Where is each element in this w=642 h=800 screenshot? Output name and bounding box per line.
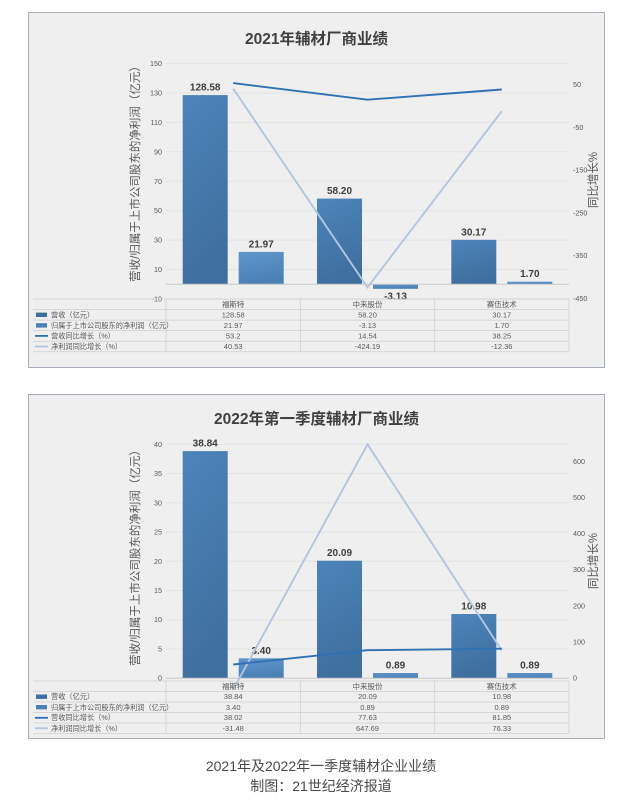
svg-text:300: 300: [573, 565, 585, 574]
svg-text:58.20: 58.20: [327, 186, 352, 197]
svg-text:21.97: 21.97: [249, 239, 274, 250]
svg-text:中来股份: 中来股份: [353, 299, 383, 309]
svg-text:500: 500: [573, 493, 585, 502]
svg-text:77.63: 77.63: [358, 713, 377, 722]
svg-text:5: 5: [158, 645, 162, 654]
svg-text:同比增长%: 同比增长%: [586, 533, 600, 589]
svg-text:110: 110: [151, 118, 162, 127]
svg-text:130: 130: [150, 89, 162, 98]
svg-text:35: 35: [154, 469, 162, 478]
svg-text:福斯特: 福斯特: [222, 681, 245, 691]
svg-text:营收/归属于上市公司股东的净利润（亿元）: 营收/归属于上市公司股东的净利润（亿元）: [128, 444, 142, 666]
svg-text:38.84: 38.84: [193, 439, 218, 450]
svg-text:20: 20: [154, 557, 162, 566]
svg-text:-150: -150: [573, 166, 587, 175]
svg-text:30: 30: [154, 498, 162, 507]
svg-text:25: 25: [154, 528, 162, 537]
svg-text:38.25: 38.25: [492, 331, 511, 340]
svg-text:58.20: 58.20: [358, 310, 377, 319]
svg-text:3.40: 3.40: [251, 646, 271, 657]
svg-text:2022年第一季度辅材厂商业绩: 2022年第一季度辅材厂商业绩: [214, 409, 419, 428]
svg-text:21.97: 21.97: [224, 321, 243, 330]
svg-text:0.89: 0.89: [494, 703, 509, 712]
svg-text:2021年辅材厂商业绩: 2021年辅材厂商业绩: [245, 29, 388, 48]
svg-text:归属于上市公司股东的净利润（亿元）: 归属于上市公司股东的净利润（亿元）: [51, 703, 173, 712]
svg-text:647.69: 647.69: [356, 724, 379, 733]
svg-text:营收同比增长（%）: 营收同比增长（%）: [51, 331, 115, 340]
svg-text:400: 400: [573, 529, 585, 538]
svg-text:-450: -450: [573, 294, 587, 303]
svg-text:-3.13: -3.13: [384, 291, 407, 302]
svg-text:0: 0: [158, 674, 162, 683]
svg-text:净利润同比增长（%）: 净利润同比增长（%）: [51, 724, 122, 733]
svg-text:-3.13: -3.13: [359, 321, 376, 330]
svg-text:-31.48: -31.48: [223, 724, 244, 733]
svg-text:营收同比增长（%）: 营收同比增长（%）: [51, 713, 115, 722]
svg-text:30.17: 30.17: [492, 310, 511, 319]
svg-text:50: 50: [573, 80, 581, 89]
svg-text:-250: -250: [573, 208, 587, 217]
svg-text:20.09: 20.09: [358, 692, 377, 701]
svg-text:归属于上市公司股东的净利润（亿元）: 归属于上市公司股东的净利润（亿元）: [51, 321, 173, 330]
svg-text:38.02: 38.02: [224, 713, 243, 722]
svg-text:-424.19: -424.19: [355, 342, 380, 351]
svg-text:38.84: 38.84: [224, 692, 243, 701]
svg-text:50: 50: [154, 206, 162, 215]
svg-text:同比增长%: 同比增长%: [586, 152, 600, 208]
svg-text:净利润同比增长（%）: 净利润同比增长（%）: [51, 342, 122, 351]
svg-text:福斯特: 福斯特: [222, 299, 245, 309]
svg-text:10: 10: [154, 615, 162, 624]
svg-text:76.33: 76.33: [492, 724, 511, 733]
svg-text:40.53: 40.53: [224, 342, 243, 351]
svg-text:0: 0: [573, 674, 577, 683]
svg-text:赛伍技术: 赛伍技术: [487, 299, 517, 309]
svg-text:0.89: 0.89: [386, 661, 406, 672]
svg-text:100: 100: [573, 637, 585, 646]
svg-text:70: 70: [154, 177, 162, 186]
svg-text:20.09: 20.09: [327, 548, 352, 559]
svg-text:200: 200: [573, 601, 585, 610]
svg-text:53.2: 53.2: [226, 331, 241, 340]
svg-text:600: 600: [573, 457, 585, 466]
svg-text:150: 150: [150, 59, 162, 68]
svg-text:10: 10: [154, 265, 162, 274]
svg-text:中来股份: 中来股份: [353, 681, 383, 691]
svg-text:-50: -50: [573, 123, 583, 132]
svg-text:0.89: 0.89: [520, 661, 540, 672]
svg-text:128.58: 128.58: [222, 310, 245, 319]
svg-text:10.98: 10.98: [492, 692, 511, 701]
svg-text:3.40: 3.40: [226, 703, 241, 712]
svg-text:赛伍技术: 赛伍技术: [487, 681, 517, 691]
svg-text:-12.36: -12.36: [491, 342, 512, 351]
svg-text:营收（亿元）: 营收（亿元）: [51, 310, 94, 319]
svg-text:81.85: 81.85: [492, 713, 511, 722]
svg-text:128.58: 128.58: [190, 83, 221, 94]
svg-text:15: 15: [154, 586, 162, 595]
svg-text:30.17: 30.17: [461, 227, 486, 238]
svg-text:营收/归属于上市公司股东的净利润（亿元）: 营收/归属于上市公司股东的净利润（亿元）: [128, 60, 142, 282]
svg-text:40: 40: [154, 440, 162, 449]
svg-text:营收（亿元）: 营收（亿元）: [51, 692, 94, 701]
svg-text:1.70: 1.70: [494, 321, 509, 330]
svg-text:-350: -350: [573, 251, 587, 260]
svg-text:90: 90: [154, 147, 162, 156]
svg-text:1.70: 1.70: [520, 269, 540, 280]
svg-text:0.89: 0.89: [360, 703, 375, 712]
svg-text:14.54: 14.54: [358, 331, 377, 340]
svg-text:30: 30: [154, 236, 162, 245]
